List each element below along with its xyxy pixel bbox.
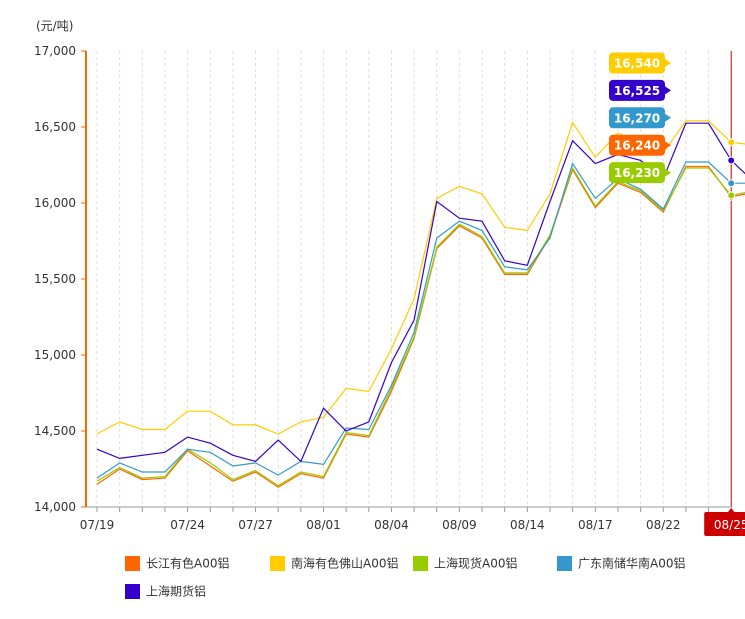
tooltip-stack: 16,540 16,525 16,270 16,240 16,230	[609, 52, 671, 184]
grid-lines	[96, 51, 732, 507]
crosshair: 08/25	[704, 51, 745, 536]
x-tick-label: 08/04	[374, 518, 409, 532]
legend-swatch	[125, 556, 140, 571]
highlight-point-1	[727, 138, 736, 147]
date-pointer	[727, 508, 736, 513]
x-tick-label: 08/09	[442, 518, 477, 532]
legend-item[interactable]: 南海有色佛山A00铝	[270, 553, 398, 573]
tooltip-box	[609, 79, 665, 101]
x-tick-label: 07/27	[238, 518, 273, 532]
tooltip-arrow	[665, 113, 671, 122]
tooltip-arrow	[665, 141, 671, 150]
y-tick-label: 15,500	[34, 272, 76, 286]
tooltip-box	[609, 162, 665, 184]
tooltip-arrow	[665, 168, 671, 177]
x-tick-label: 08/22	[646, 518, 681, 532]
legend-label: 上海期货铝	[146, 584, 207, 599]
legend-item[interactable]: 上海期货铝	[125, 581, 206, 601]
y-tick-label: 15,000	[34, 348, 76, 362]
legend-item[interactable]: 长江有色A00铝	[125, 553, 229, 573]
x-tick-label: 08/14	[510, 518, 545, 532]
line-chart: (元/吨) 14,000 14,500 15,000 15,500 16,000 16,50…	[34, 19, 745, 536]
date-badge-label: 08/25	[714, 518, 745, 532]
x-tick-label: 08/17	[578, 518, 613, 532]
legend-item[interactable]: 上海现货A00铝	[413, 553, 517, 573]
legend-label: 长江有色A00铝	[146, 556, 230, 571]
date-badge	[704, 512, 745, 536]
y-unit-label: (元/吨)	[36, 19, 73, 33]
series-line-2	[96, 166, 745, 487]
y-tick-label: 14,000	[34, 500, 76, 514]
highlight-point-2	[727, 191, 736, 200]
x-tick-label: 07/24	[170, 518, 205, 532]
tooltip-arrow	[665, 59, 671, 67]
tooltip-box	[609, 134, 665, 156]
axes: (元/吨) 14,000 14,500 15,000 15,500 16,000 16,50…	[34, 19, 732, 532]
legend-swatch	[413, 556, 428, 571]
legend-swatch	[125, 584, 140, 599]
x-tick-label: 07/19	[80, 518, 115, 532]
legend-label: 南海有色佛山A00铝	[291, 556, 399, 571]
legend-label: 广东南储华南A00铝	[578, 556, 686, 571]
tooltip-arrow	[665, 86, 671, 95]
tooltip-box	[609, 107, 665, 129]
y-tick-label: 16,500	[34, 120, 76, 134]
highlight-point-4	[727, 156, 736, 165]
legend-label: 上海现货A00铝	[434, 556, 518, 571]
tooltip-value: 16,240	[614, 139, 660, 153]
tooltip-value: 16,230	[614, 166, 660, 180]
tooltip-value: 16,525	[614, 84, 660, 98]
y-tick-label: 14,500	[34, 424, 76, 438]
highlight-point-3	[727, 179, 736, 188]
legend-swatch	[557, 556, 572, 571]
y-tick-label: 17,000	[34, 44, 76, 58]
x-tick-label: 08/01	[306, 518, 341, 532]
legend-swatch	[270, 556, 285, 571]
tooltip-value: 16,270	[614, 111, 660, 125]
tooltip-box	[609, 52, 665, 74]
y-tick-label: 16,000	[34, 196, 76, 210]
series-line-3	[96, 161, 745, 479]
legend-item[interactable]: 广东南储华南A00铝	[557, 553, 685, 573]
tooltip-value: 16,540	[614, 57, 660, 71]
